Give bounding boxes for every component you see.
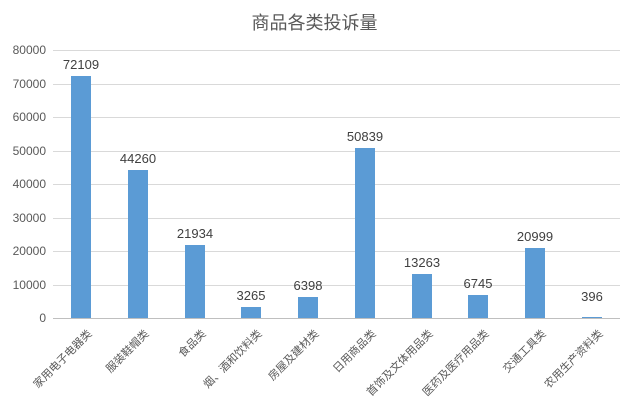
bar-5 — [355, 148, 375, 318]
bar-2 — [185, 245, 205, 318]
x-axis-line — [53, 318, 620, 319]
data-label-3: 3265 — [236, 288, 266, 303]
gridline — [53, 218, 620, 219]
gridline — [53, 84, 620, 85]
bar-7 — [468, 295, 488, 318]
bar-4 — [298, 297, 318, 318]
y-tick-label: 60000 — [12, 110, 46, 124]
data-label-6: 13263 — [403, 255, 441, 270]
chart-title: 商品各类投诉量 — [251, 13, 378, 33]
x-tick-label-8: 交通工具类 — [501, 328, 549, 376]
x-tick-label-1: 服装鞋帽类 — [104, 328, 152, 376]
gridline — [53, 251, 620, 252]
gridline — [53, 285, 620, 286]
x-tick-label-3: 烟、酒和饮料类 — [201, 328, 265, 391]
data-label-7: 6745 — [463, 276, 493, 291]
gridline — [53, 117, 620, 118]
x-tick-label-4: 房屋及建材类 — [266, 328, 322, 384]
data-label-2: 21934 — [176, 226, 214, 241]
y-tick-label: 20000 — [12, 244, 46, 258]
bar-1 — [128, 170, 148, 318]
y-tick-label: 0 — [39, 311, 46, 325]
x-tick-label-5: 日用商品类 — [331, 328, 379, 376]
y-tick-label: 50000 — [12, 144, 46, 158]
data-label-9: 396 — [581, 289, 603, 304]
y-tick-label: 10000 — [12, 278, 46, 292]
bar-9 — [582, 317, 602, 318]
data-label-1: 44260 — [119, 151, 157, 166]
y-tick-label: 40000 — [12, 177, 46, 191]
bar-3 — [241, 307, 261, 318]
bar-8 — [525, 248, 545, 318]
gridline — [53, 50, 620, 51]
x-tick-label-2: 食品类 — [176, 328, 209, 360]
x-tick-label-9: 农用生产资料类 — [542, 328, 606, 391]
data-label-8: 20999 — [516, 229, 554, 244]
data-label-5: 50839 — [346, 129, 384, 144]
x-tick-label-0: 家用电子电器类 — [31, 328, 95, 391]
bar-0 — [71, 76, 91, 318]
data-label-4: 6398 — [293, 278, 323, 293]
y-tick-label: 70000 — [12, 77, 46, 91]
data-label-0: 72109 — [62, 57, 100, 72]
y-tick-label: 80000 — [12, 43, 46, 57]
bar-6 — [412, 274, 432, 318]
y-tick-label: 30000 — [12, 211, 46, 225]
gridline — [53, 151, 620, 152]
gridline — [53, 184, 620, 185]
